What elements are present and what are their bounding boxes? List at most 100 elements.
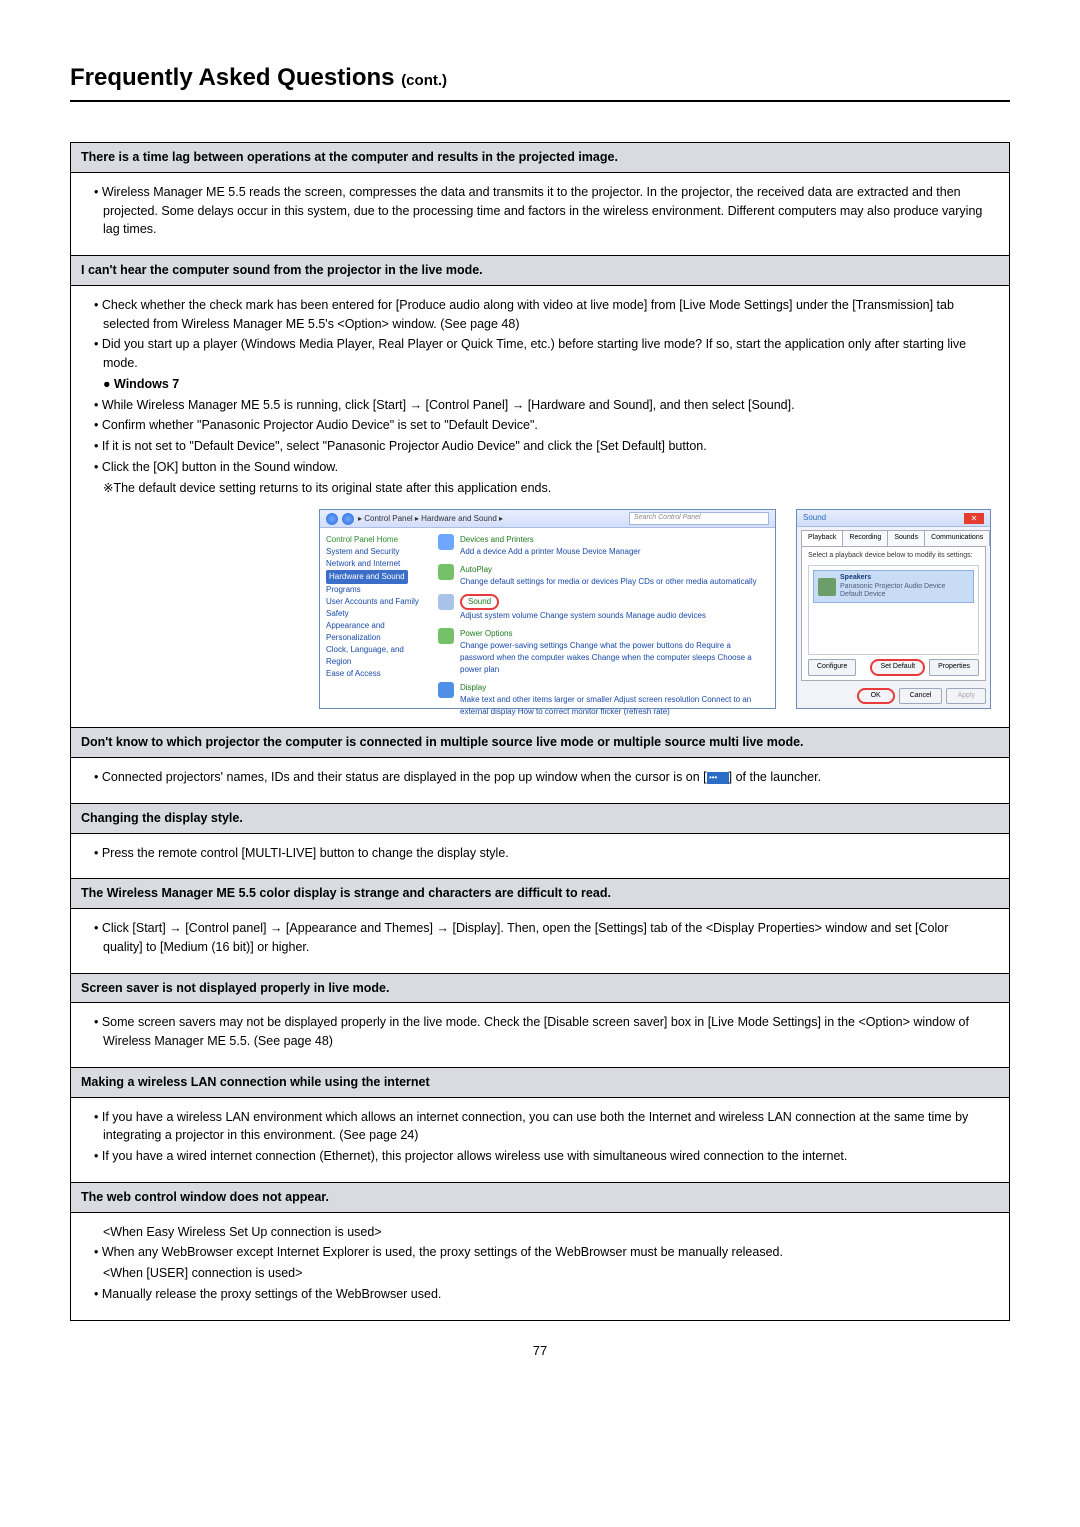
answer-2: • Check whether the check mark has been … xyxy=(71,286,1009,728)
figure-row: ▸ Control Panel ▸ Hardware and Sound ▸ S… xyxy=(319,509,991,709)
a8-line-2: • When any WebBrowser except Internet Ex… xyxy=(89,1243,991,1262)
display-icon xyxy=(438,682,454,698)
answer-6-bullet-1: • Some screen savers may not be displaye… xyxy=(89,1013,991,1051)
cp-side-ease[interactable]: Ease of Access xyxy=(326,668,424,680)
answer-3: • Connected projectors' names, IDs and t… xyxy=(71,758,1009,803)
tab-sounds[interactable]: Sounds xyxy=(887,530,925,546)
cp-devices-sub: Add a device Add a printer Mouse Device … xyxy=(460,546,641,558)
close-icon[interactable]: ✕ xyxy=(964,513,984,524)
answer-2-bullet-4: • Confirm whether "Panasonic Projector A… xyxy=(89,416,991,435)
answer-2-bullet-2: • Did you start up a player (Windows Med… xyxy=(89,335,991,373)
cp-item-power[interactable]: Power Options Change power-saving settin… xyxy=(438,628,767,676)
ok-button[interactable]: OK xyxy=(857,688,895,705)
forward-icon[interactable] xyxy=(342,513,354,525)
cp-side-home[interactable]: Control Panel Home xyxy=(326,534,424,546)
control-panel-window: ▸ Control Panel ▸ Hardware and Sound ▸ S… xyxy=(319,509,776,709)
answer-5-bullet-1: • Click [Start] → [Control panel] → [App… xyxy=(89,919,991,957)
power-icon xyxy=(438,628,454,644)
launcher-icon: ••• xyxy=(707,772,729,784)
title-cont: (cont.) xyxy=(401,72,447,89)
title-main: Frequently Asked Questions xyxy=(70,64,395,91)
sound-title-label: Sound xyxy=(803,512,826,524)
apply-button[interactable]: Apply xyxy=(946,688,986,705)
sound-device-item[interactable]: Speakers Panasonic Projector Audio Devic… xyxy=(813,570,974,603)
page-number: 77 xyxy=(70,1341,1010,1361)
device-desc: Panasonic Projector Audio Device xyxy=(840,583,945,590)
answer-2-bullet-5: • If it is not set to "Default Device", … xyxy=(89,437,991,456)
tab-recording[interactable]: Recording xyxy=(842,530,888,546)
answer-2-bullet-1: • Check whether the check mark has been … xyxy=(89,296,991,334)
tab-playback[interactable]: Playback xyxy=(801,530,843,546)
a8-line-3: <When [USER] connection is used> xyxy=(89,1264,991,1283)
cp-item-autoplay[interactable]: AutoPlay Change default settings for med… xyxy=(438,564,767,588)
sound-select-text: Select a playback device below to modify… xyxy=(808,551,979,562)
cp-side-clock[interactable]: Clock, Language, and Region xyxy=(326,644,424,668)
sound-icon xyxy=(438,594,454,610)
cp-item-display[interactable]: Display Make text and other items larger… xyxy=(438,682,767,718)
question-5: The Wireless Manager ME 5.5 color displa… xyxy=(71,878,1009,909)
a3-pre: • Connected projectors' names, IDs and t… xyxy=(94,770,707,784)
answer-5: • Click [Start] → [Control panel] → [App… xyxy=(71,909,1009,973)
cp-power-sub: Change power-saving settings Change what… xyxy=(460,640,767,676)
cp-side-network[interactable]: Network and Internet xyxy=(326,558,424,570)
title-rule xyxy=(70,100,1010,102)
cp-side-programs[interactable]: Programs xyxy=(326,584,424,596)
sound-inner: Select a playback device below to modify… xyxy=(801,546,986,681)
cp-autoplay-heading: AutoPlay xyxy=(460,564,757,576)
answer-3-bullet-1: • Connected projectors' names, IDs and t… xyxy=(89,768,991,787)
answer-2-windows7: ● Windows 7 xyxy=(89,375,991,394)
cp-power-heading: Power Options xyxy=(460,628,767,640)
sound-window: Sound ✕ Playback Recording Sounds Commun… xyxy=(796,509,991,709)
question-1: There is a time lag between operations a… xyxy=(71,143,1009,173)
cp-main: Devices and Printers Add a device Add a … xyxy=(430,528,775,709)
speaker-icon xyxy=(818,578,836,596)
autoplay-icon xyxy=(438,564,454,580)
answer-4-bullet-1: • Press the remote control [MULTI-LIVE] … xyxy=(89,844,991,863)
properties-button[interactable]: Properties xyxy=(929,659,979,676)
cp-side-appearance[interactable]: Appearance and Personalization xyxy=(326,620,424,644)
cp-display-heading: Display xyxy=(460,682,767,694)
page-title: Frequently Asked Questions (cont.) xyxy=(70,60,1010,96)
cp-sound-heading: Sound xyxy=(460,594,499,610)
cp-item-devices[interactable]: Devices and Printers Add a device Add a … xyxy=(438,534,767,558)
cp-devices-heading: Devices and Printers xyxy=(460,534,641,546)
answer-6: • Some screen savers may not be displaye… xyxy=(71,1003,1009,1067)
cp-search-input[interactable]: Search Control Panel xyxy=(629,512,769,525)
cp-side-system[interactable]: System and Security xyxy=(326,546,424,558)
cp-item-sound[interactable]: Sound Adjust system volume Change system… xyxy=(438,594,767,622)
configure-button[interactable]: Configure xyxy=(808,659,856,676)
answer-2-bullet-3: • While Wireless Manager ME 5.5 is runni… xyxy=(89,396,991,415)
cp-display-sub: Make text and other items larger or smal… xyxy=(460,694,767,718)
sound-bottom-buttons: OK Cancel Apply xyxy=(797,685,990,709)
answer-2-note: ※The default device setting returns to i… xyxy=(89,479,991,498)
question-8: The web control window does not appear. xyxy=(71,1182,1009,1213)
cancel-button[interactable]: Cancel xyxy=(899,688,943,705)
tab-communications[interactable]: Communications xyxy=(924,530,990,546)
a8-line-1: <When Easy Wireless Set Up connection is… xyxy=(89,1223,991,1242)
back-icon[interactable] xyxy=(326,513,338,525)
answer-2-bullet-6: • Click the [OK] button in the Sound win… xyxy=(89,458,991,477)
answer-4: • Press the remote control [MULTI-LIVE] … xyxy=(71,834,1009,879)
printer-icon xyxy=(438,534,454,550)
question-3: Don't know to which projector the comput… xyxy=(71,727,1009,758)
a3-post: ] of the launcher. xyxy=(729,770,821,784)
device-name: Speakers xyxy=(840,574,945,582)
cp-titlebar: ▸ Control Panel ▸ Hardware and Sound ▸ S… xyxy=(320,510,775,528)
sound-device-list: Speakers Panasonic Projector Audio Devic… xyxy=(808,565,979,655)
question-7: Making a wireless LAN connection while u… xyxy=(71,1067,1009,1098)
a8-line-4: • Manually release the proxy settings of… xyxy=(89,1285,991,1304)
cp-side-hardware[interactable]: Hardware and Sound xyxy=(326,570,408,584)
sound-tabs: Playback Recording Sounds Communications xyxy=(797,527,990,546)
answer-7-bullet-2: • If you have a wired internet connectio… xyxy=(89,1147,991,1166)
question-4: Changing the display style. xyxy=(71,803,1009,834)
device-default: Default Device xyxy=(840,591,886,598)
answer-8: <When Easy Wireless Set Up connection is… xyxy=(71,1213,1009,1320)
answer-1-bullet-1: • Wireless Manager ME 5.5 reads the scre… xyxy=(89,183,991,239)
cp-side-users[interactable]: User Accounts and Family Safety xyxy=(326,596,424,620)
question-2: I can't hear the computer sound from the… xyxy=(71,255,1009,286)
cp-breadcrumb: ▸ Control Panel ▸ Hardware and Sound ▸ xyxy=(358,513,503,525)
sound-titlebar: Sound ✕ xyxy=(797,510,990,527)
cp-sound-sub: Adjust system volume Change system sound… xyxy=(460,610,706,622)
cp-sidebar: Control Panel Home System and Security N… xyxy=(320,528,430,709)
set-default-button[interactable]: Set Default xyxy=(870,659,925,676)
